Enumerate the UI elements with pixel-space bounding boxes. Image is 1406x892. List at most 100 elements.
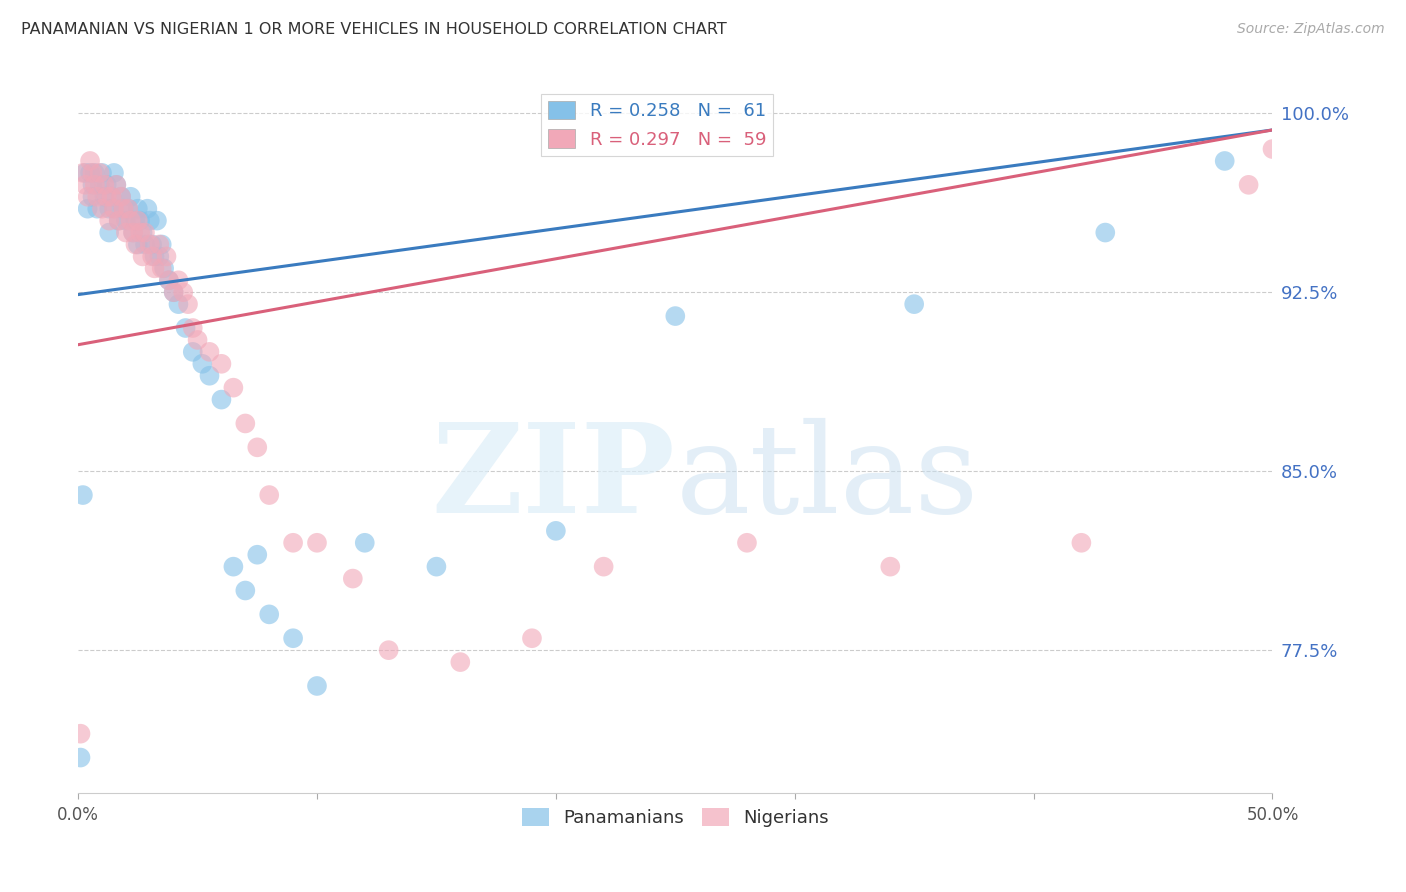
- Point: [449, 655, 471, 669]
- Point: [79, 153, 101, 168]
- Point: [120, 190, 142, 204]
- Point: [281, 632, 304, 646]
- Point: [83, 178, 105, 192]
- Point: [112, 202, 135, 216]
- Point: [153, 261, 176, 276]
- Point: [233, 417, 256, 431]
- Point: [209, 357, 232, 371]
- Point: [79, 166, 101, 180]
- Point: [305, 535, 328, 549]
- Point: [100, 190, 122, 204]
- Point: [257, 488, 280, 502]
- Point: [122, 226, 145, 240]
- Point: [129, 213, 152, 227]
- Point: [110, 190, 132, 204]
- Point: [82, 178, 104, 192]
- Point: [93, 178, 115, 192]
- Point: [181, 321, 204, 335]
- Point: [86, 202, 108, 216]
- Point: [222, 559, 245, 574]
- Point: [98, 202, 121, 216]
- Point: [91, 166, 114, 180]
- Point: [1237, 178, 1260, 192]
- Point: [129, 226, 152, 240]
- Point: [103, 166, 125, 180]
- Point: [520, 632, 543, 646]
- Point: [127, 213, 149, 227]
- Point: [82, 166, 104, 180]
- Point: [148, 237, 170, 252]
- Point: [107, 213, 129, 227]
- Point: [1213, 153, 1236, 168]
- Text: PANAMANIAN VS NIGERIAN 1 OR MORE VEHICLES IN HOUSEHOLD CORRELATION CHART: PANAMANIAN VS NIGERIAN 1 OR MORE VEHICLE…: [21, 22, 727, 37]
- Point: [103, 202, 125, 216]
- Point: [257, 607, 280, 622]
- Point: [131, 249, 153, 263]
- Point: [131, 226, 153, 240]
- Point: [903, 297, 925, 311]
- Point: [181, 344, 204, 359]
- Point: [141, 249, 163, 263]
- Legend: Panamanians, Nigerians: Panamanians, Nigerians: [515, 801, 837, 834]
- Point: [155, 249, 177, 263]
- Point: [69, 750, 91, 764]
- Point: [735, 535, 758, 549]
- Point: [117, 202, 139, 216]
- Point: [342, 572, 364, 586]
- Point: [177, 297, 200, 311]
- Point: [143, 261, 166, 276]
- Point: [246, 548, 269, 562]
- Point: [75, 166, 97, 180]
- Point: [167, 273, 190, 287]
- Point: [83, 166, 105, 180]
- Point: [96, 190, 118, 204]
- Point: [124, 213, 146, 227]
- Point: [141, 237, 163, 252]
- Point: [134, 226, 156, 240]
- Point: [305, 679, 328, 693]
- Point: [281, 535, 304, 549]
- Point: [157, 273, 180, 287]
- Point: [198, 344, 221, 359]
- Point: [425, 559, 447, 574]
- Point: [89, 166, 111, 180]
- Point: [1094, 226, 1116, 240]
- Text: ZIP: ZIP: [432, 417, 675, 539]
- Point: [544, 524, 567, 538]
- Point: [120, 213, 142, 227]
- Point: [76, 190, 98, 204]
- Point: [72, 488, 94, 502]
- Point: [105, 178, 128, 192]
- Point: [198, 368, 221, 383]
- Point: [112, 202, 135, 216]
- Point: [86, 190, 108, 204]
- Point: [139, 237, 162, 252]
- Point: [143, 249, 166, 263]
- Point: [96, 178, 118, 192]
- Point: [246, 440, 269, 454]
- Point: [209, 392, 232, 407]
- Point: [222, 381, 245, 395]
- Point: [163, 285, 186, 300]
- Point: [191, 357, 214, 371]
- Point: [146, 213, 169, 227]
- Point: [664, 309, 686, 323]
- Point: [1261, 142, 1284, 156]
- Point: [124, 237, 146, 252]
- Point: [98, 226, 121, 240]
- Point: [115, 213, 138, 227]
- Text: atlas: atlas: [675, 417, 979, 539]
- Point: [115, 226, 138, 240]
- Point: [136, 202, 159, 216]
- Point: [134, 237, 156, 252]
- Point: [72, 166, 94, 180]
- Point: [187, 333, 209, 347]
- Point: [127, 202, 149, 216]
- Point: [69, 727, 91, 741]
- Point: [107, 213, 129, 227]
- Point: [82, 190, 104, 204]
- Point: [879, 559, 901, 574]
- Point: [76, 202, 98, 216]
- Point: [105, 178, 128, 192]
- Point: [592, 559, 614, 574]
